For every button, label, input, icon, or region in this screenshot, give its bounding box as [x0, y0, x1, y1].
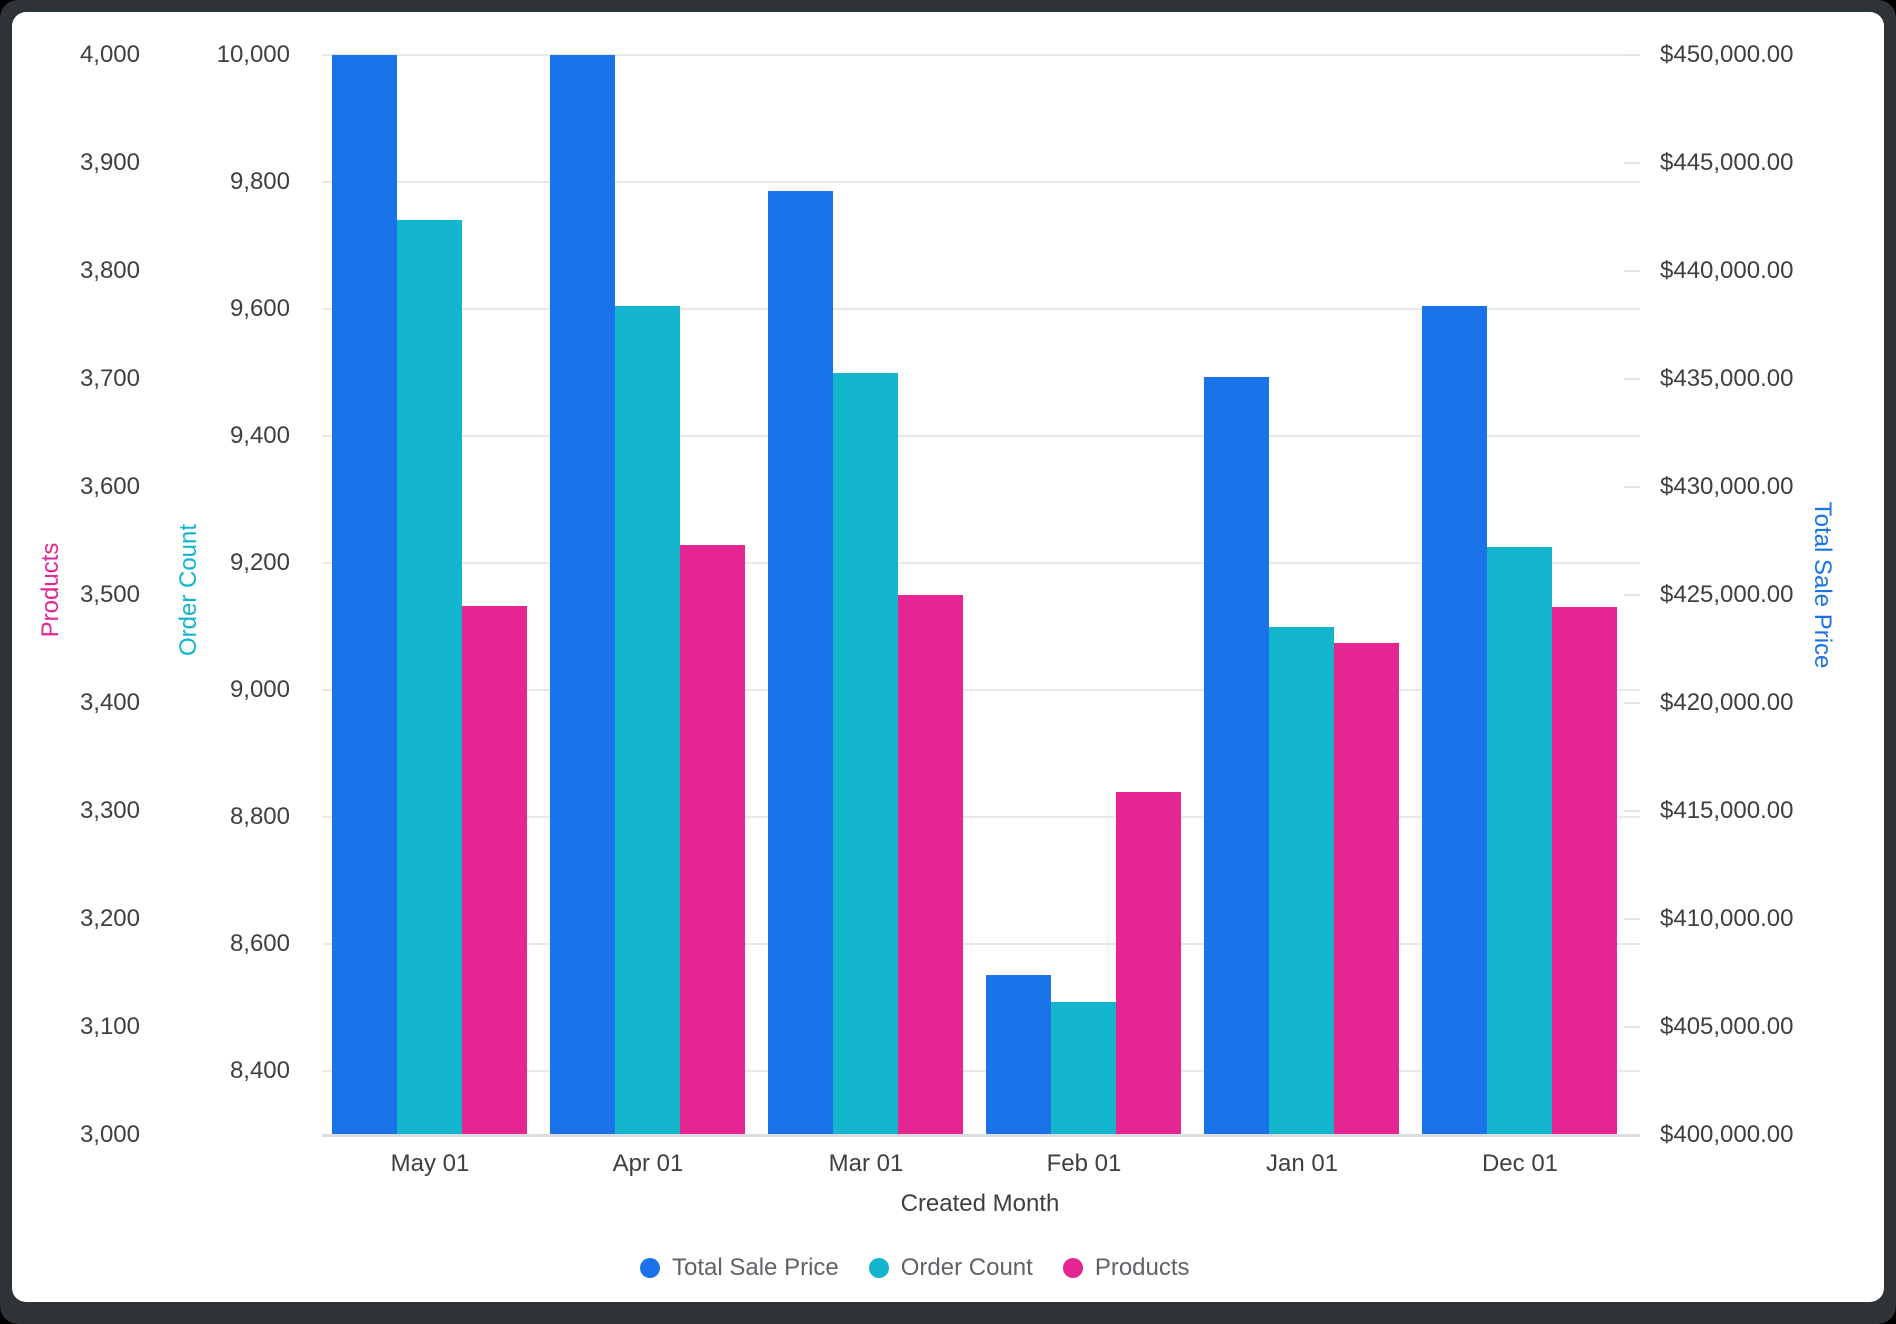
bar-total-sale-price-mar-01[interactable] — [768, 191, 833, 1135]
bar-total-sale-price-apr-01[interactable] — [550, 55, 615, 1135]
legend-swatch-order-count — [868, 1258, 889, 1278]
bar-order-count-feb-01[interactable] — [1051, 1001, 1116, 1135]
legend: Total Sale Price Order Count Products — [640, 1252, 1190, 1284]
y-tick-products: 4,000 — [79, 41, 140, 68]
legend-item-products[interactable]: Products — [1062, 1254, 1190, 1282]
y-tick-products: 3,900 — [79, 149, 140, 176]
x-tick-label: Dec 01 — [1481, 1150, 1559, 1177]
y-tick-total-sale-price: $435,000.00 — [1660, 365, 1794, 392]
bar-order-count-mar-01[interactable] — [833, 372, 898, 1135]
price-tick-mark — [1624, 54, 1640, 56]
price-tick-mark — [1624, 486, 1640, 488]
gridline — [322, 435, 1640, 438]
x-tick-label: May 01 — [390, 1150, 470, 1177]
x-axis-line — [322, 1134, 1640, 1137]
x-tick-label: Apr 01 — [612, 1150, 684, 1177]
x-axis-title: Created Month — [900, 1190, 1060, 1217]
gridline — [322, 562, 1640, 565]
y-tick-total-sale-price: $430,000.00 — [1660, 473, 1794, 500]
price-tick-mark — [1624, 162, 1640, 164]
bar-total-sale-price-dec-01[interactable] — [1422, 305, 1487, 1135]
y-tick-order-count: 10,000 — [216, 41, 290, 68]
legend-label: Total Sale Price — [672, 1254, 839, 1281]
y-tick-products: 3,200 — [79, 905, 140, 932]
y-tick-products: 3,300 — [79, 797, 140, 824]
price-tick-mark — [1624, 378, 1640, 380]
legend-label: Products — [1094, 1254, 1190, 1281]
gridline — [322, 1070, 1640, 1073]
price-tick-mark — [1624, 918, 1640, 920]
y-tick-total-sale-price: $400,000.00 — [1660, 1121, 1794, 1148]
bar-products-dec-01[interactable] — [1552, 606, 1617, 1135]
bar-products-mar-01[interactable] — [898, 595, 963, 1135]
y-tick-total-sale-price: $420,000.00 — [1660, 689, 1794, 716]
gridline — [322, 816, 1640, 819]
y-tick-products: 3,100 — [79, 1013, 140, 1040]
price-tick-mark — [1624, 810, 1640, 812]
bar-order-count-may-01[interactable] — [397, 220, 462, 1135]
y-tick-order-count: 8,800 — [229, 803, 290, 831]
y-tick-total-sale-price: $410,000.00 — [1660, 905, 1794, 932]
bar-products-apr-01[interactable] — [680, 545, 745, 1135]
y-tick-total-sale-price: $425,000.00 — [1660, 581, 1794, 608]
legend-swatch-products — [1062, 1258, 1083, 1278]
price-tick-mark — [1624, 1026, 1640, 1028]
gridline — [322, 308, 1640, 311]
y-tick-total-sale-price: $445,000.00 — [1660, 149, 1794, 176]
y-tick-products: 3,000 — [79, 1121, 140, 1148]
y-tick-order-count: 9,400 — [229, 422, 290, 450]
y-tick-total-sale-price: $405,000.00 — [1660, 1013, 1794, 1040]
bar-products-may-01[interactable] — [462, 605, 527, 1135]
y-tick-products: 3,500 — [79, 581, 140, 608]
y-tick-order-count: 9,800 — [229, 168, 290, 196]
legend-item-order-count[interactable]: Order Count — [868, 1254, 1033, 1282]
y-tick-order-count: 9,600 — [229, 295, 290, 323]
x-tick-label: Feb 01 — [1046, 1150, 1122, 1177]
bar-total-sale-price-may-01[interactable] — [332, 55, 397, 1135]
y-tick-total-sale-price: $415,000.00 — [1660, 797, 1794, 824]
price-tick-mark — [1624, 270, 1640, 272]
gridline — [322, 181, 1640, 184]
bar-products-jan-01[interactable] — [1334, 642, 1399, 1135]
y-tick-order-count: 8,600 — [229, 930, 290, 958]
bar-total-sale-price-jan-01[interactable] — [1204, 376, 1269, 1135]
y-tick-products: 3,600 — [79, 473, 140, 500]
bar-order-count-dec-01[interactable] — [1487, 547, 1552, 1135]
legend-swatch-total-sale-price — [640, 1258, 660, 1278]
y-tick-order-count: 9,000 — [229, 676, 290, 704]
y-tick-total-sale-price: $440,000.00 — [1660, 257, 1794, 284]
y-tick-products: 3,800 — [79, 257, 140, 284]
gridline — [322, 54, 1640, 56]
price-tick-mark — [1624, 702, 1640, 704]
price-tick-mark — [1624, 594, 1640, 596]
y-tick-order-count: 9,200 — [229, 549, 290, 577]
y-tick-total-sale-price: $450,000.00 — [1660, 41, 1794, 68]
bar-total-sale-price-feb-01[interactable] — [986, 975, 1051, 1135]
x-tick-label: Mar 01 — [828, 1150, 904, 1177]
legend-label: Order Count — [900, 1254, 1033, 1281]
bar-products-feb-01[interactable] — [1116, 791, 1181, 1135]
x-tick-label: Jan 01 — [1265, 1150, 1339, 1177]
gridline — [322, 943, 1640, 946]
order-count-axis-title: Order Count — [175, 523, 202, 657]
y-tick-order-count: 8,400 — [229, 1057, 290, 1085]
y-tick-products: 3,700 — [79, 365, 140, 392]
bar-order-count-apr-01[interactable] — [615, 305, 680, 1135]
bar-order-count-jan-01[interactable] — [1269, 626, 1334, 1135]
legend-item-total-sale-price[interactable]: Total Sale Price — [640, 1254, 839, 1282]
gridline — [322, 689, 1640, 692]
y-tick-products: 3,400 — [79, 689, 140, 716]
